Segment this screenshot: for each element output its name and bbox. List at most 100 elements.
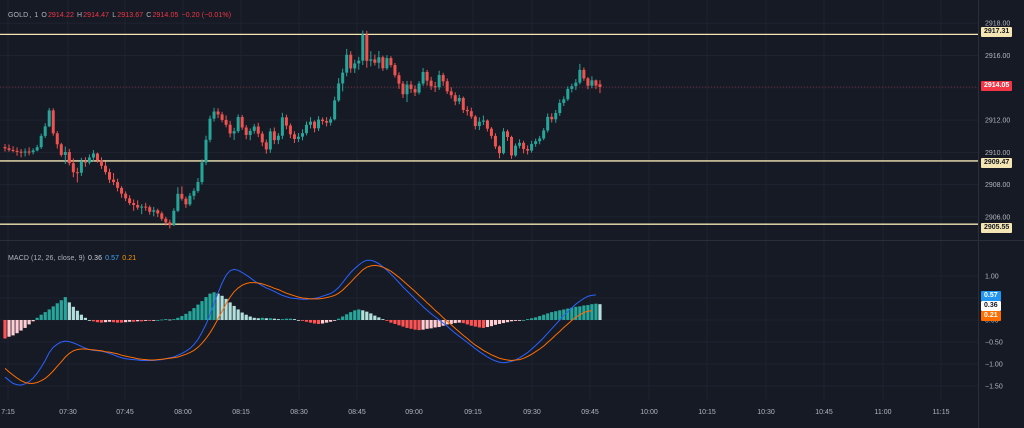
candle-body xyxy=(381,57,385,69)
histogram-bar xyxy=(43,312,47,320)
candle-body xyxy=(23,151,27,153)
candle-body xyxy=(47,110,51,127)
candle-body xyxy=(292,134,296,139)
candle-body xyxy=(349,54,353,69)
macd-title[interactable]: MACD (12, 26, close, 9) xyxy=(8,255,85,262)
candle-body xyxy=(405,84,409,95)
candle-body xyxy=(43,126,47,136)
signal-line xyxy=(4,264,592,384)
candle-body xyxy=(365,34,369,61)
level-badge-mid: 2909.47 xyxy=(981,158,1013,168)
histogram-bar xyxy=(421,320,425,330)
histogram-bar xyxy=(39,314,43,320)
histogram-bar xyxy=(449,320,453,324)
candle-body xyxy=(461,97,465,110)
histogram-bar xyxy=(172,319,176,320)
macd-tick-label: −1.50 xyxy=(985,384,1003,391)
histogram-bar xyxy=(140,320,144,322)
histogram-bar xyxy=(558,310,562,320)
candle-body xyxy=(453,95,457,102)
signal-badge: 0.21 xyxy=(981,311,1001,321)
histogram-bar xyxy=(445,320,449,325)
macd-line-value: 0.57 xyxy=(105,255,120,262)
histogram-bar xyxy=(240,312,244,320)
candle-body xyxy=(164,218,168,223)
symbol-legend[interactable]: GOLD, 1 O2914.22 H2914.47 L2913.67 C2914… xyxy=(8,12,232,19)
candle-body xyxy=(168,222,172,226)
time-axis[interactable]: 7:15 07:30 07:45 08:00 08:15 08:30 08:45 09:00 0… xyxy=(1,409,949,416)
price-tick-label: 2918.00 xyxy=(985,21,1010,28)
candle-body xyxy=(497,146,501,154)
histogram-bar xyxy=(521,320,526,321)
candle-body xyxy=(534,141,538,144)
histogram-bar xyxy=(353,310,357,320)
histogram-bar xyxy=(164,319,168,320)
candle-body xyxy=(546,116,550,131)
candle-body xyxy=(437,75,441,88)
candle-body xyxy=(152,210,156,212)
candle-body xyxy=(481,120,485,122)
candle-body xyxy=(144,206,148,208)
time-tick-label: 10:45 xyxy=(815,409,833,416)
symbol-name[interactable]: GOLD xyxy=(8,12,29,19)
histogram-bar xyxy=(517,320,522,321)
candle-body xyxy=(445,81,449,92)
candle-body xyxy=(116,182,120,188)
histogram-bar xyxy=(7,320,11,337)
histogram-bar xyxy=(509,320,514,322)
histogram-bar xyxy=(574,306,578,320)
histogram-bar xyxy=(325,320,329,323)
histogram-bar xyxy=(566,308,570,320)
histogram-bar xyxy=(87,320,92,321)
candle-body xyxy=(417,83,421,93)
histogram-bar xyxy=(256,318,260,320)
candle-body xyxy=(538,138,542,142)
candle-body xyxy=(204,139,208,163)
histogram-bar xyxy=(377,317,381,320)
candle-body xyxy=(228,124,232,134)
candle-body xyxy=(160,213,164,219)
histogram-bar xyxy=(534,317,538,320)
candle-body xyxy=(63,152,67,155)
candle-body xyxy=(425,71,429,81)
candle-body xyxy=(441,75,445,82)
histogram-bar xyxy=(59,300,63,320)
candle-body xyxy=(87,157,91,163)
histogram-bar xyxy=(594,303,598,320)
macd-badge: 0.57 xyxy=(981,291,1001,301)
candle-body xyxy=(280,117,284,136)
price-axis[interactable]: 2918.002916.002914.002912.002910.002908.… xyxy=(985,21,1010,222)
candle-body xyxy=(240,117,244,128)
histogram-bar xyxy=(192,308,196,320)
histogram-bar xyxy=(156,320,160,321)
candle-body xyxy=(542,130,546,139)
candle-body xyxy=(526,148,530,151)
pane-divider[interactable] xyxy=(0,240,1024,241)
time-tick-label: 11:00 xyxy=(875,409,892,416)
candle-body xyxy=(477,121,481,127)
high-value: 2914.47 xyxy=(83,12,110,19)
histogram-bar xyxy=(485,320,489,328)
candle-body xyxy=(562,99,566,103)
candle-body xyxy=(208,118,212,140)
price-tick-label: 2916.00 xyxy=(985,53,1010,60)
candle-body xyxy=(329,119,333,123)
histogram-bar xyxy=(11,320,15,336)
histogram-bar xyxy=(590,304,594,320)
candle-body xyxy=(550,116,554,120)
candle-body xyxy=(99,160,103,166)
candle-body xyxy=(473,116,477,127)
histogram-bar xyxy=(260,317,264,320)
candle-body xyxy=(321,119,325,122)
histogram-bar xyxy=(369,313,373,320)
macd-legend[interactable]: MACD (12, 26, close, 9) 0.36 0.57 0.21 xyxy=(8,255,137,262)
candle-body xyxy=(296,136,300,139)
candle-body xyxy=(156,210,160,214)
candle-body xyxy=(268,131,272,150)
histogram-bar xyxy=(220,295,224,320)
candle-body xyxy=(337,83,341,101)
candle-body xyxy=(586,78,590,86)
histogram-bar xyxy=(333,320,337,321)
